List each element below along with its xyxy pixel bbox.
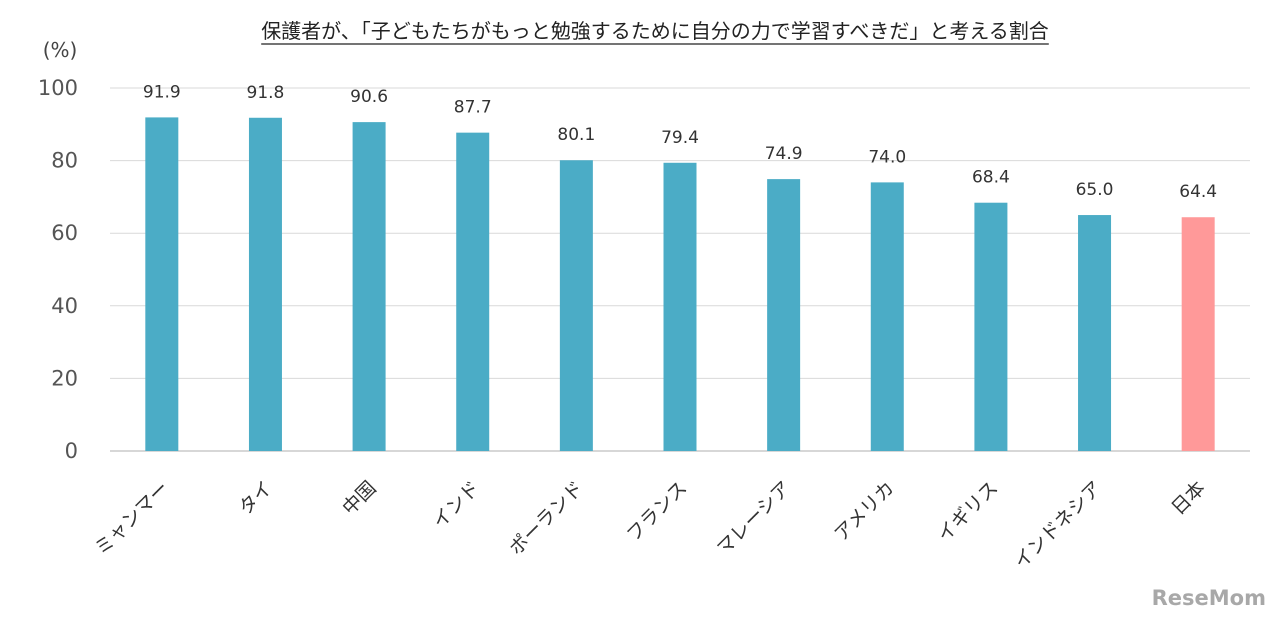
data-label: 79.4	[661, 128, 699, 148]
data-label: 90.6	[350, 87, 388, 107]
x-tick-label: 日本	[1167, 477, 1209, 519]
data-label: 74.0	[868, 147, 906, 167]
x-tick-label: 中国	[338, 477, 380, 519]
y-tick-label: 100	[38, 76, 78, 100]
chart-title: 保護者が、「子どもたちがもっと勉強するために自分の力で学習すべきだ」と考える割合	[261, 19, 1049, 43]
y-tick-label: 40	[51, 294, 78, 318]
data-label: 68.4	[972, 168, 1010, 188]
bar	[352, 122, 386, 451]
x-axis-ticks: ミャンマー タイ 中国 インド ポーランド フランス マレーシア アメリカ イギリス インドネシア…	[91, 477, 1210, 573]
data-label: 74.9	[765, 144, 803, 164]
x-tick-label: ミャンマー	[91, 477, 174, 560]
chart-title-group: 保護者が、「子どもたちがもっと勉強するために自分の力で学習すべきだ」と考える割合	[261, 19, 1049, 45]
bar	[1181, 217, 1215, 451]
bar	[767, 179, 801, 451]
brand-logo: ReseMom	[1152, 586, 1266, 610]
bar	[248, 117, 282, 452]
x-tick-label: インドネシア	[1010, 477, 1106, 573]
bar	[456, 132, 490, 452]
x-tick-label: マレーシア	[713, 477, 795, 559]
y-tick-label: 20	[51, 366, 78, 390]
x-tick-label: イギリス	[933, 477, 1002, 546]
data-label: 64.4	[1179, 182, 1217, 202]
data-label: 65.0	[1076, 180, 1114, 200]
data-label: 87.7	[454, 98, 492, 118]
data-label: 91.8	[247, 83, 285, 103]
y-tick-label: 0	[65, 439, 78, 463]
bar	[974, 202, 1008, 451]
data-labels: 91.9 91.8 90.6 87.7 80.1 79.4 74.9 74.0 68.4 65.0…	[143, 82, 1217, 202]
data-label: 80.1	[557, 125, 595, 145]
data-label: 91.9	[143, 82, 181, 102]
y-tick-label: 60	[51, 221, 78, 245]
x-tick-label: ポーランド	[505, 477, 588, 560]
y-axis-ticks: 0 20 40 60 80 100	[38, 76, 78, 463]
y-tick-label: 80	[51, 149, 78, 173]
bar	[870, 182, 904, 451]
x-tick-label: タイ	[235, 477, 277, 519]
bar	[1078, 215, 1112, 451]
x-tick-label: フランス	[623, 477, 692, 546]
bar	[559, 160, 593, 451]
x-tick-label: インド	[428, 477, 484, 533]
brand-text: ReseMom	[1152, 586, 1266, 610]
bar	[145, 117, 179, 451]
x-tick-label: アメリカ	[830, 477, 899, 546]
y-axis-label: (%)	[43, 38, 78, 62]
bar	[663, 162, 697, 451]
bars	[145, 117, 1215, 452]
